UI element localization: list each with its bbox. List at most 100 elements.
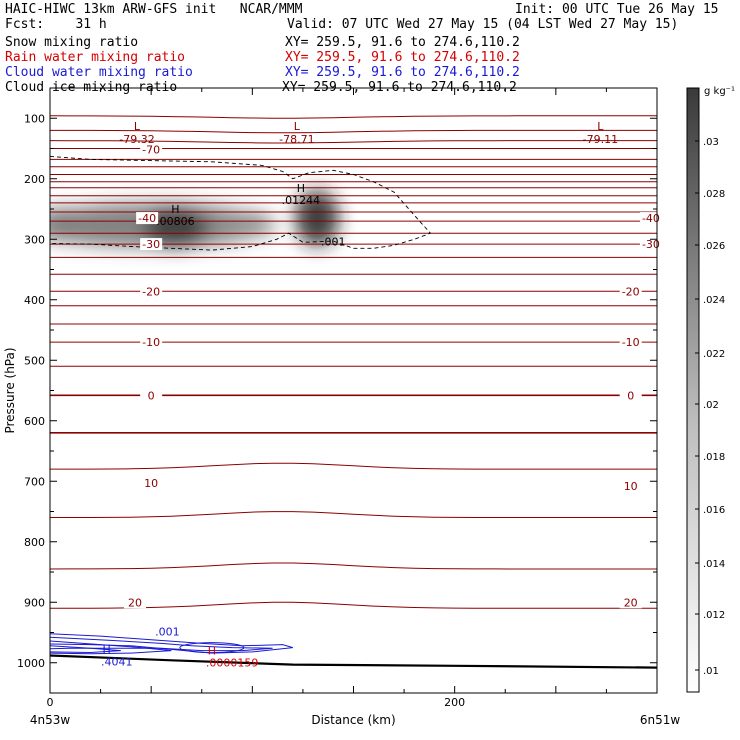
isotherm-label: -10 [622, 336, 640, 349]
right-endpoint-label: 6n51w [640, 713, 681, 727]
isotherm-line [50, 140, 657, 144]
label-bg [639, 212, 662, 225]
colorbar: .01 .012 .014 .016 .018 .02 .022 .024 .026 .028 .0… [686, 86, 735, 693]
colorbar-tick-label: .03 [703, 137, 719, 148]
isotherm-line [50, 115, 657, 119]
isotherm-label: -40 [642, 212, 660, 225]
isotherm-label: -40 [138, 212, 156, 225]
colorbar-tick-label: .024 [703, 295, 725, 306]
y-tick-label: 400 [24, 294, 45, 307]
snow-max-value: .01244 [282, 194, 321, 207]
colorbar-tick-label: .014 [703, 559, 725, 570]
temperature-contours [50, 115, 657, 609]
colorbar-tick-label: .026 [703, 241, 725, 252]
y-tick-label: 100 [24, 112, 45, 125]
label-bg [619, 596, 642, 609]
colorbar-gradient [686, 87, 700, 693]
forecast-hour: Fcst: 31 h [5, 17, 107, 32]
colorbar-tick-label: .02 [703, 400, 719, 411]
y-tick-label: 800 [24, 536, 45, 549]
y-tick-label: 200 [24, 173, 45, 186]
label-bg [140, 143, 163, 156]
isotherm-line [50, 562, 657, 570]
temperature-min-value: -78.71 [279, 133, 314, 146]
snow-contour-label: .001 [321, 235, 346, 248]
valid-time: Valid: 07 UTC Wed 27 May 15 (04 LST Wed … [287, 17, 679, 32]
label-bg [619, 480, 642, 493]
label-bg [140, 238, 163, 251]
init-time: Init: 00 UTC Tue 26 May 15 [515, 2, 719, 17]
isotherm-label: -30 [642, 238, 660, 251]
left-endpoint-label: 4n53w [30, 713, 71, 727]
x-tick-label: 200 [444, 696, 465, 709]
isotherm-line [50, 511, 657, 518]
isotherm-label: 20 [128, 596, 142, 609]
colorbar-tick-label: .028 [703, 189, 725, 200]
colorbar-unit: g kg⁻¹ [704, 86, 735, 97]
isotherm-label: -20 [142, 285, 160, 298]
x-tick-label: 0 [47, 696, 54, 709]
colorbar-tick-label: .012 [703, 610, 725, 621]
label-bg [140, 336, 163, 349]
label-bg [123, 596, 146, 609]
isotherm-line [50, 601, 657, 609]
cloud-water-field-title: Cloud water mixing ratio [5, 65, 193, 80]
temperature-min-marker: L [294, 120, 301, 133]
isotherm-label: 10 [624, 480, 638, 493]
isotherm-label: 0 [627, 389, 634, 402]
y-tick-label: 900 [24, 596, 45, 609]
cloud-water-contour [50, 645, 121, 654]
snow-contour-line [50, 155, 432, 251]
label-bg [140, 389, 163, 402]
snow-field-title: Snow mixing ratio [5, 35, 139, 50]
temperature-min-value: -79.32 [119, 133, 154, 146]
colorbar-tick-label: .016 [703, 505, 725, 516]
y-axis-title: Pressure (hPa) [3, 347, 17, 433]
y-tick-label: 1000 [17, 657, 45, 670]
terrain-line [50, 654, 657, 669]
isotherm-line [50, 129, 657, 134]
cloud-water-max-value: .4041 [101, 656, 133, 669]
rain-max-marker: H [208, 645, 216, 658]
x-axis-title: Distance (km) [311, 713, 395, 727]
colorbar-tick-label: .022 [703, 349, 725, 360]
label-bg [639, 238, 662, 251]
isotherm-label: -30 [142, 238, 160, 251]
isotherm-label: -10 [142, 336, 160, 349]
isotherm-line [50, 462, 657, 470]
isotherm-label: 0 [148, 389, 155, 402]
temperature-min-marker: L [597, 120, 604, 133]
snow-blob [295, 190, 340, 247]
isotherm-label: 10 [144, 477, 158, 490]
colorbar-tick-label: .01 [703, 666, 719, 677]
cloud-water-max-marker: H [103, 644, 111, 657]
snow-max-marker: H [297, 182, 305, 195]
rain-field-title: Rain water mixing ratio [5, 50, 186, 65]
snow-max-value: .00806 [156, 215, 195, 228]
model-title: HAIC-HIWC 13km ARW-GFS init NCAR/MMM [5, 2, 303, 17]
cloud-water-contour [50, 640, 172, 655]
cloud-water-contour-label: .001 [155, 626, 180, 639]
cloud-water-contour [179, 642, 245, 654]
isotherm-label: -20 [622, 285, 640, 298]
cloud-water-contour [50, 636, 273, 652]
y-tick-label: 600 [24, 415, 45, 428]
temperature-min-value: -79.11 [583, 133, 618, 146]
rain-max-value: .0000159 [206, 657, 259, 670]
cloud-water-contour [50, 633, 293, 654]
colorbar-tick-label: .018 [703, 452, 725, 463]
temperature-min-marker: L [134, 120, 141, 133]
label-bg [140, 285, 163, 298]
label-bg [619, 336, 642, 349]
snow-max-marker: H [171, 203, 179, 216]
isotherm-label: 20 [624, 596, 638, 609]
label-bg [619, 285, 642, 298]
isotherm-label: -70 [142, 144, 160, 157]
rain-xy-range: XY= 259.5, 91.6 to 274.6,110.2 [285, 50, 520, 65]
label-bg [619, 389, 642, 402]
cloud-water-xy-range: XY= 259.5, 91.6 to 274.6,110.2 [285, 65, 520, 80]
y-tick-label: 500 [24, 354, 45, 367]
